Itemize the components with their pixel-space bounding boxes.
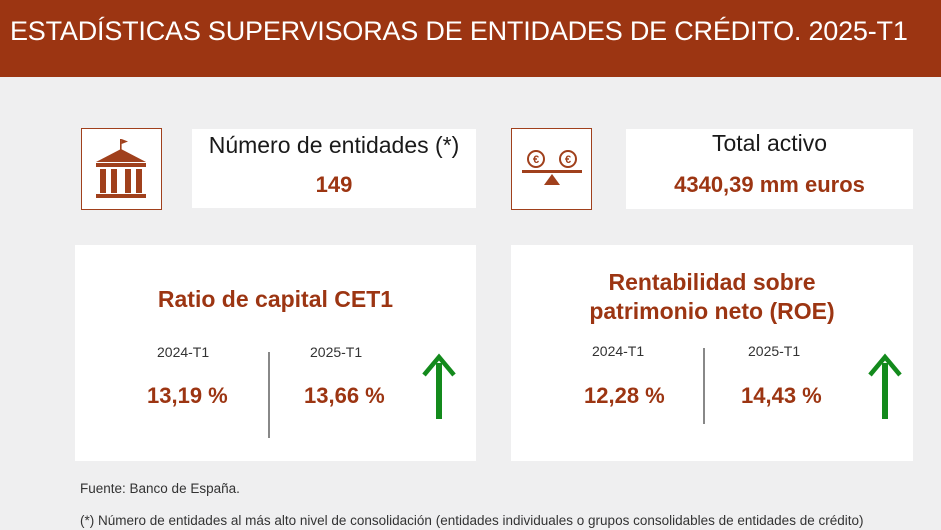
roe-prev-period: 2024-T1	[592, 343, 645, 359]
svg-text:€: €	[533, 154, 539, 166]
entities-label: Número de entidades (*)	[208, 132, 460, 158]
bank-building-icon	[96, 139, 146, 198]
total-assets-label: Total activo	[711, 130, 828, 156]
roe-curr-value: 14,43 %	[741, 383, 822, 408]
cet1-curr-period: 2025-T1	[310, 344, 363, 360]
euro-icon-box: € €	[511, 128, 592, 210]
cet1-up-arrow-icon	[422, 353, 456, 419]
footnote: (*) Número de entidades al más alto nive…	[80, 513, 864, 528]
page-title: ESTADÍSTICAS SUPERVISORAS DE ENTIDADES D…	[10, 16, 908, 46]
page-header: ESTADÍSTICAS SUPERVISORAS DE ENTIDADES D…	[0, 0, 941, 77]
roe-divider	[703, 348, 705, 424]
source-note: Fuente: Banco de España.	[80, 481, 240, 496]
svg-text:€: €	[565, 154, 571, 166]
entities-card: Número de entidades (*) 149	[192, 129, 476, 208]
cet1-prev-period: 2024-T1	[157, 344, 210, 360]
roe-up-arrow-icon	[868, 353, 902, 419]
roe-title-line2: patrimonio neto (ROE)	[589, 298, 835, 324]
cet1-card: Ratio de capital CET1 2024-T1 2025-T1 13…	[75, 245, 476, 461]
cet1-title: Ratio de capital CET1	[157, 286, 394, 312]
roe-title-line1: Rentabilidad sobre	[608, 269, 816, 295]
roe-prev-value: 12,28 %	[584, 383, 665, 408]
entities-value: 149	[315, 172, 353, 197]
bank-icon-box	[81, 128, 162, 210]
total-assets-value: 4340,39 mm euros	[674, 172, 865, 197]
cet1-divider	[268, 352, 270, 438]
roe-curr-period: 2025-T1	[748, 343, 801, 359]
cet1-prev-value: 13,19 %	[147, 383, 228, 408]
roe-card: Rentabilidad sobre patrimonio neto (ROE)…	[511, 245, 913, 461]
total-assets-card: Total activo 4340,39 mm euros	[626, 129, 913, 209]
cet1-curr-value: 13,66 %	[304, 383, 385, 408]
euro-balance-icon: € €	[522, 150, 582, 185]
